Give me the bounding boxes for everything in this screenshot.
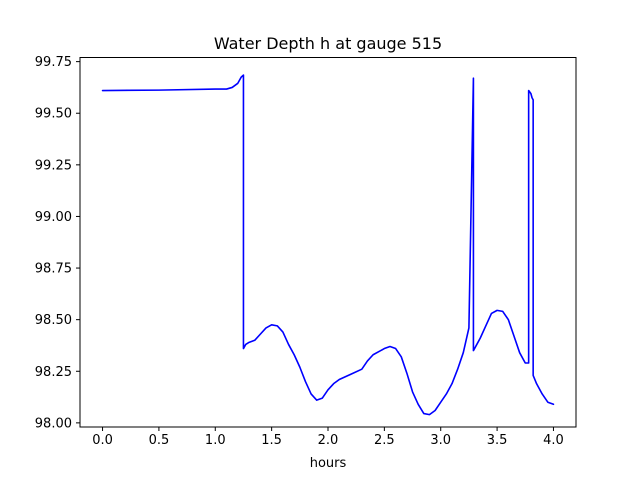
x-tick-label: 0.5	[149, 433, 170, 448]
axes-frame	[79, 57, 577, 428]
x-tick-label: 2.5	[374, 433, 395, 448]
y-tick-label: 99.50	[35, 107, 72, 122]
x-tick-label: 3.5	[487, 433, 508, 448]
y-tick-label: 98.25	[35, 365, 72, 380]
x-tick-label: 4.0	[543, 433, 564, 448]
y-tick-label: 98.00	[35, 416, 72, 431]
y-tick-label: 99.75	[35, 55, 72, 70]
x-tick-label: 1.5	[261, 433, 282, 448]
x-tick-label: 0.0	[92, 433, 113, 448]
y-tick-label: 98.50	[35, 313, 72, 328]
x-axis-label: hours	[310, 456, 347, 471]
y-tick-label: 99.25	[35, 158, 72, 173]
chart-title: Water Depth h at gauge 515	[214, 34, 442, 53]
y-tick-label: 98.75	[35, 262, 72, 277]
x-tick-label: 2.0	[318, 433, 339, 448]
series-line	[101, 74, 555, 416]
y-axis: 98.00 98.25 98.50 98.75 99.00 99.25 99.50 99.75	[35, 55, 80, 431]
plot-area	[101, 74, 555, 416]
x-tick-label: 3.0	[430, 433, 451, 448]
x-axis: 0.0 0.5 1.0 1.5 2.0 2.5 3.0 3.5 4.0	[92, 427, 564, 448]
y-tick-label: 99.00	[35, 210, 72, 225]
x-tick-label: 1.0	[205, 433, 226, 448]
